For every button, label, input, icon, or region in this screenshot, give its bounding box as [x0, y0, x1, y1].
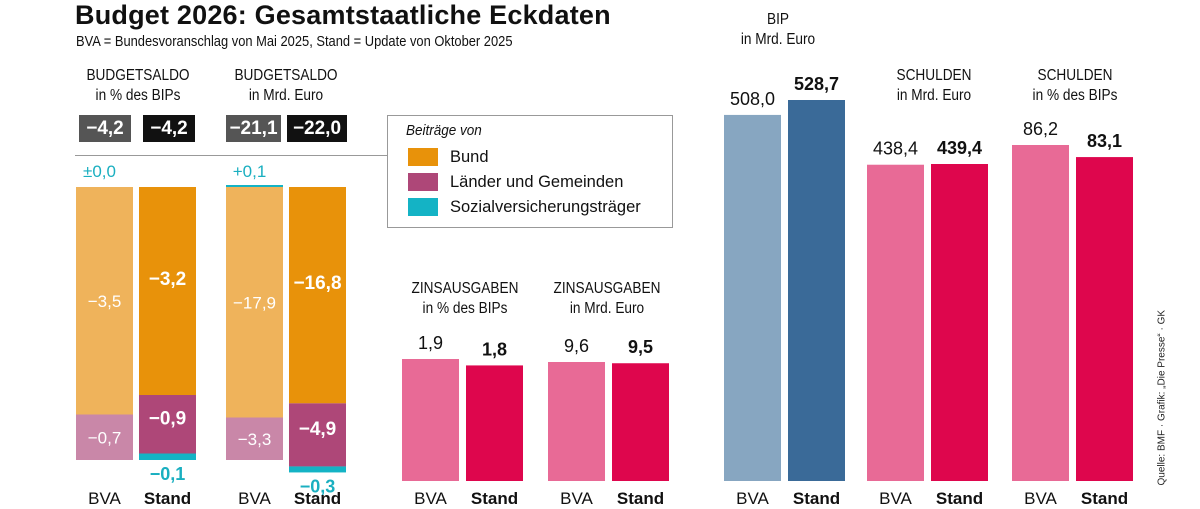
- header-schulden-pct-unit: in % des BIPs: [1032, 87, 1118, 104]
- header-schulden-mrd-title: SCHULDEN: [896, 67, 972, 84]
- category-label-zins-mrd-bva: BVA: [560, 489, 593, 508]
- bar-saldo-mrd-stand-laender: [289, 403, 346, 467]
- category-label-schulden-pct-bva: BVA: [1024, 489, 1057, 508]
- category-label-bip-stand: Stand: [793, 489, 840, 508]
- category-label-saldo-pct-bva: BVA: [88, 489, 121, 508]
- legend-item-laender: Länder und Gemeinden: [408, 172, 623, 192]
- bar-saldo-pct-bva-laender: [76, 414, 133, 460]
- value-label-schulden-pct-stand: 83,1: [1087, 131, 1122, 151]
- category-label-zins-pct-bva: BVA: [414, 489, 447, 508]
- label-saldo-pct-stand-sv: −0,1: [150, 464, 186, 484]
- label-saldo-mrd-bva-sv: +0,1: [233, 162, 267, 181]
- bar-saldo-mrd-stand-bund: [289, 187, 346, 404]
- header-zins-pct: ZINSAUSGABEN in % des BIPs: [403, 279, 526, 319]
- category-label-saldo-mrd-stand: Stand: [294, 489, 341, 508]
- legend-item-sv: Sozialversicherungsträger: [408, 197, 641, 217]
- header-saldo-mrd-title: BUDGETSALDO: [234, 67, 338, 84]
- header-saldo-mrd: BUDGETSALDO in Mrd. Euro: [224, 66, 347, 106]
- bar-schulden-mrd-stand: [931, 164, 988, 481]
- label-saldo-mrd-stand-sv: −0,3: [300, 476, 336, 496]
- legend-swatch-bund: [408, 148, 438, 166]
- header-zins-pct-title: ZINSAUSGABEN: [411, 280, 519, 297]
- bar-saldo-mrd-bva-sv: [226, 185, 283, 187]
- label-saldo-pct-bva-sv: ±0,0: [83, 162, 116, 181]
- value-label-bip-stand: 528,7: [794, 74, 839, 94]
- category-label-schulden-mrd-bva: BVA: [879, 489, 912, 508]
- bar-zins-pct-bva: [402, 359, 459, 481]
- header-zins-mrd: ZINSAUSGABEN in Mrd. Euro: [545, 279, 668, 319]
- category-label-schulden-mrd-stand: Stand: [936, 489, 983, 508]
- bar-schulden-mrd-bva: [867, 164, 924, 481]
- total-saldo-pct-stand: −4,2: [143, 115, 195, 142]
- label-saldo-mrd-bva-laender: −3,3: [238, 430, 272, 449]
- value-label-schulden-mrd-stand: 439,4: [937, 138, 982, 158]
- legend-swatch-laender: [408, 173, 438, 191]
- category-label-bip-bva: BVA: [736, 489, 769, 508]
- total-saldo-mrd-stand: −22,0: [287, 115, 347, 142]
- chart-title: Budget 2026: Gesamtstaatliche Eckdaten: [75, 0, 611, 30]
- value-label-bip-bva: 508,0: [730, 89, 775, 109]
- legend-item-bund: Bund: [408, 147, 489, 167]
- header-schulden-mrd: SCHULDEN in Mrd. Euro: [872, 66, 995, 106]
- chart-subtitle: BVA = Bundesvoranschlag von Mai 2025, St…: [76, 33, 513, 50]
- bar-saldo-pct-stand-laender: [139, 395, 196, 454]
- zero-baseline: [75, 155, 387, 156]
- total-saldo-pct-bva: −4,2: [79, 115, 131, 142]
- header-bip-title: BIP: [767, 11, 789, 28]
- label-saldo-pct-bva-laender: −0,7: [88, 428, 122, 447]
- header-bip: BIP in Mrd. Euro: [716, 10, 839, 50]
- legend-label-sv: Sozialversicherungsträger: [450, 197, 641, 216]
- category-label-zins-mrd-stand: Stand: [617, 489, 664, 508]
- legend-title: Beiträge von: [406, 122, 482, 139]
- header-saldo-pct-title: BUDGETSALDO: [86, 67, 190, 84]
- label-saldo-mrd-bva-bund: −17,9: [233, 293, 276, 312]
- bar-saldo-mrd-bva-bund: [226, 187, 283, 418]
- bar-bip-stand: [788, 100, 845, 481]
- header-zins-mrd-unit: in Mrd. Euro: [569, 300, 645, 317]
- header-saldo-pct: BUDGETSALDO in % des BIPs: [76, 66, 199, 106]
- label-saldo-mrd-stand-bund: −16,8: [293, 273, 341, 294]
- legend: Beiträge von Bund Länder und Gemeinden S…: [387, 115, 673, 228]
- bar-saldo-pct-stand-sv: [139, 453, 196, 460]
- category-label-schulden-pct-stand: Stand: [1081, 489, 1128, 508]
- header-schulden-mrd-unit: in Mrd. Euro: [896, 87, 972, 104]
- value-label-zins-mrd-bva: 9,6: [564, 336, 589, 356]
- header-saldo-pct-unit: in % des BIPs: [95, 87, 181, 104]
- bar-zins-mrd-bva: [548, 362, 605, 481]
- header-zins-mrd-title: ZINSAUSGABEN: [553, 280, 661, 297]
- bar-saldo-mrd-stand-sv: [289, 466, 346, 473]
- value-label-schulden-mrd-bva: 438,4: [873, 139, 918, 159]
- value-label-zins-pct-bva: 1,9: [418, 333, 443, 353]
- category-label-saldo-mrd-bva: BVA: [238, 489, 271, 508]
- legend-swatch-sv: [408, 198, 438, 216]
- bar-schulden-pct-stand: [1076, 157, 1133, 481]
- header-schulden-pct: SCHULDEN in % des BIPs: [1013, 66, 1136, 106]
- header-zins-pct-unit: in % des BIPs: [422, 300, 508, 317]
- label-saldo-pct-stand-bund: −3,2: [149, 269, 187, 290]
- label-saldo-mrd-stand-laender: −4,9: [299, 419, 337, 440]
- bar-bip-bva: [724, 114, 781, 482]
- header-saldo-mrd-unit: in Mrd. Euro: [248, 87, 324, 104]
- bar-zins-mrd-stand: [612, 363, 669, 481]
- bar-zins-pct-stand: [466, 365, 523, 481]
- value-label-zins-pct-stand: 1,8: [482, 339, 507, 359]
- bar-saldo-mrd-bva-laender: [226, 417, 283, 460]
- bar-saldo-pct-stand-bund: [139, 187, 196, 395]
- label-saldo-pct-stand-laender: −0,9: [149, 408, 187, 429]
- value-label-zins-mrd-stand: 9,5: [628, 337, 653, 357]
- bar-saldo-pct-bva-bund: [76, 187, 133, 415]
- legend-label-bund: Bund: [450, 147, 489, 166]
- header-schulden-pct-title: SCHULDEN: [1037, 67, 1113, 84]
- total-saldo-mrd-bva: −21,1: [226, 115, 281, 142]
- category-label-saldo-pct-stand: Stand: [144, 489, 191, 508]
- label-saldo-pct-bva-bund: −3,5: [88, 292, 122, 311]
- legend-label-laender: Länder und Gemeinden: [450, 172, 624, 191]
- header-bip-unit: in Mrd. Euro: [740, 31, 816, 48]
- bar-schulden-pct-bva: [1012, 145, 1069, 481]
- category-label-zins-pct-stand: Stand: [471, 489, 518, 508]
- value-label-schulden-pct-bva: 86,2: [1023, 119, 1058, 139]
